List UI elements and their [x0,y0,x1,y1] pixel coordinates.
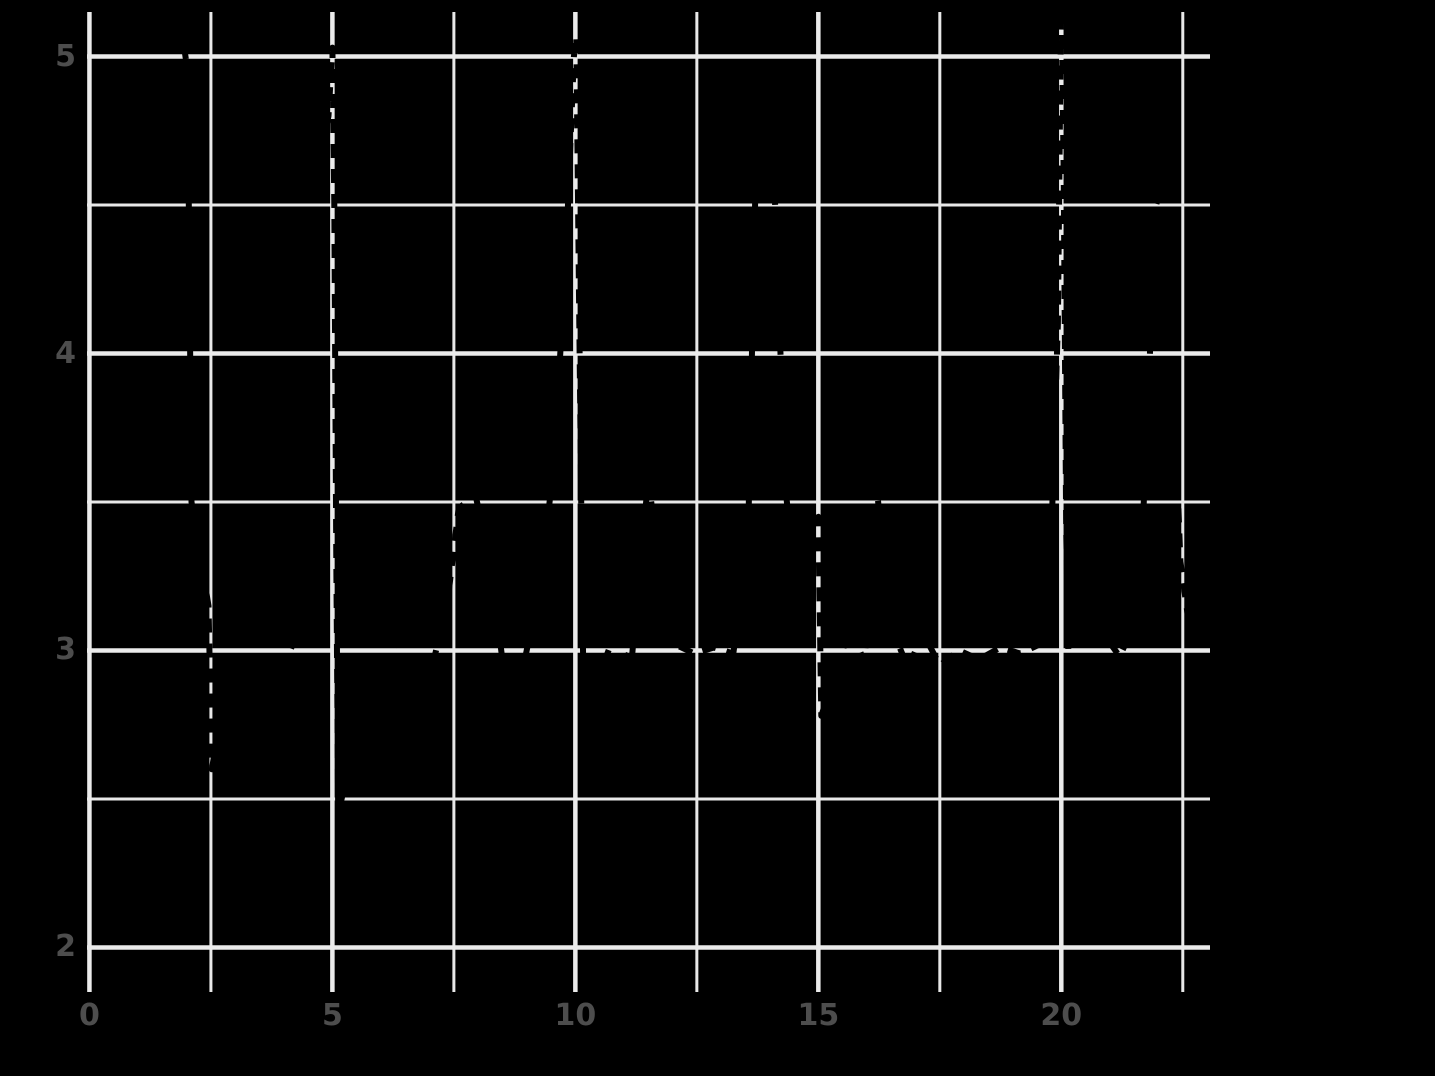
x-axis-tick-label: 15 [797,998,840,1033]
x-axis-tick-label: 20 [1040,998,1083,1033]
y-axis-tick-label: 5 [55,38,76,74]
x-axis-tick-label: 10 [554,998,597,1033]
y-axis-tick-label: 2 [55,929,76,965]
y-axis-tick-label: 3 [55,632,76,668]
y-axis-tick-label: 4 [55,335,76,371]
x-axis-tick-label: 5 [321,998,343,1033]
data-series-line [130,12,1207,817]
x-axis-tick-label: 0 [78,998,100,1033]
